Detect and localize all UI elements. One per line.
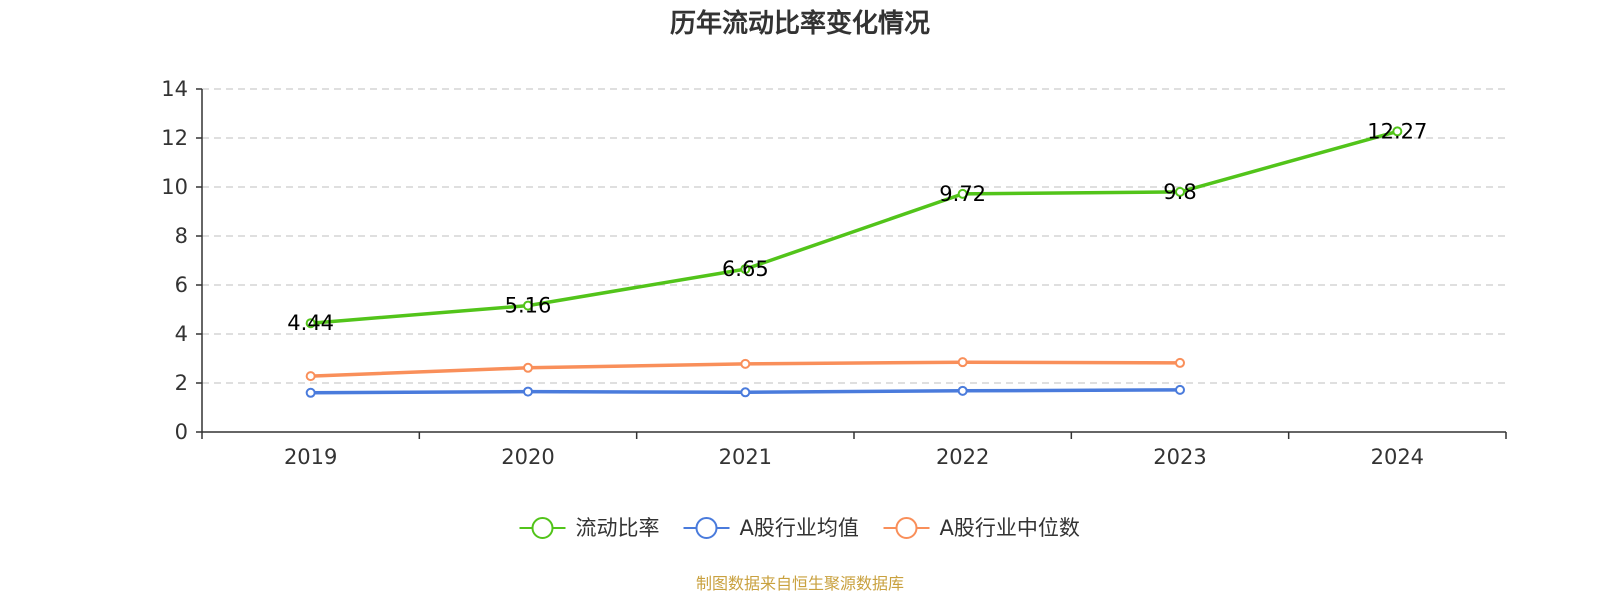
data-point — [1392, 126, 1403, 137]
footer-source: 制图数据来自恒生聚源数据库 — [696, 574, 904, 593]
series-line — [308, 129, 1400, 325]
x-tick-label: 2023 — [1153, 445, 1206, 469]
y-tick-label: 4 — [175, 322, 188, 346]
data-label: 12.27 — [1367, 119, 1427, 143]
data-label: 9.72 — [939, 182, 986, 206]
legend-label: 流动比率 — [576, 516, 660, 540]
grid-lines — [202, 88, 1506, 384]
y-tick-label: 8 — [175, 224, 188, 248]
data-labels: 4.44 5.16 6.65 9.72 9.8 12.27 — [287, 119, 1427, 335]
data-point — [523, 300, 533, 311]
data-point — [1175, 357, 1185, 368]
x-tick-label: 2020 — [501, 445, 554, 469]
data-point — [957, 188, 968, 199]
data-label: 5.16 — [505, 294, 552, 318]
y-tick-label: 6 — [175, 273, 188, 297]
legend-circle-icon — [695, 517, 718, 539]
data-label: 4.44 — [287, 311, 334, 335]
y-tick-label: 12 — [161, 126, 188, 150]
chart-title: 历年流动比率变化情况 — [670, 8, 930, 39]
data-point — [740, 387, 751, 398]
x-tick-label: 2019 — [284, 445, 337, 469]
y-tick-label: 10 — [161, 175, 188, 199]
legend-label: A股行业均值 — [740, 516, 859, 540]
data-point — [305, 371, 316, 382]
legend: 流动比率 A股行业均值 A股行业中位数 — [519, 516, 1080, 540]
data-point — [1175, 186, 1185, 197]
y-tick-label: 2 — [175, 371, 188, 395]
legend-item[interactable]: 流动比率 — [519, 516, 660, 540]
legend-circle-icon — [531, 517, 554, 539]
data-label: 9.8 — [1163, 180, 1196, 204]
axes: 0 2 4 6 8 10 12 14 2019 2020 2021 2022 2023 2024 — [161, 77, 1507, 469]
legend-item[interactable]: A股行业均值 — [683, 516, 859, 540]
data-point — [523, 386, 533, 397]
x-tick-label: 2022 — [936, 445, 989, 469]
data-label: 6.65 — [722, 257, 769, 281]
y-tick-label: 0 — [175, 420, 188, 444]
x-tick-label: 2021 — [719, 445, 772, 469]
legend-item[interactable]: A股行业中位数 — [883, 516, 1080, 540]
data-point — [740, 264, 751, 275]
data-point — [523, 362, 533, 373]
data-point — [1175, 384, 1185, 395]
series-lines — [305, 126, 1403, 398]
data-point — [957, 385, 968, 396]
y-tick-label: 14 — [161, 77, 188, 101]
data-point — [957, 357, 968, 368]
x-tick-label: 2024 — [1371, 445, 1424, 469]
legend-circle-icon — [895, 517, 918, 539]
legend-label: A股行业中位数 — [940, 516, 1080, 540]
data-point — [740, 358, 751, 369]
data-point — [305, 387, 316, 398]
data-point — [305, 318, 316, 329]
